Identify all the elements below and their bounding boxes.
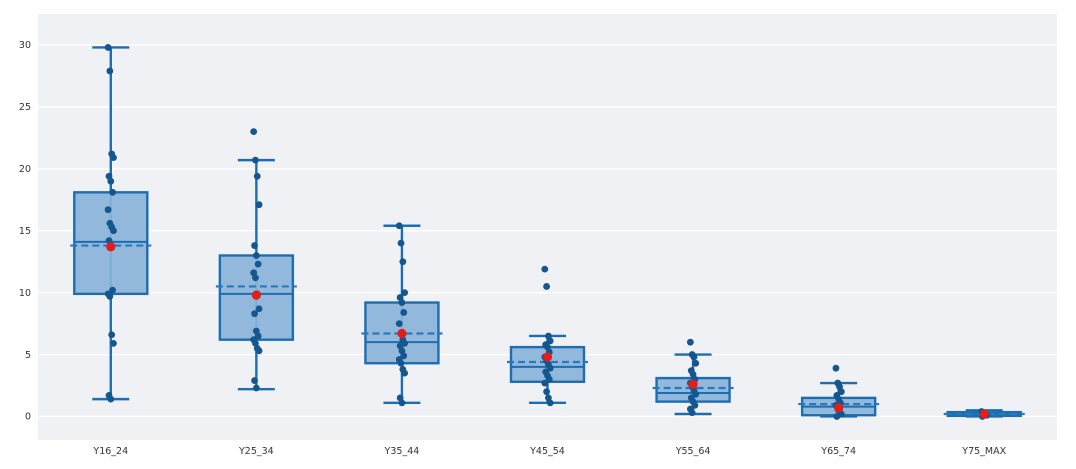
x-axis-category-label: Y65_74 xyxy=(820,446,856,457)
red-mean-dot xyxy=(834,403,844,413)
strip-point xyxy=(252,274,259,282)
strip-point xyxy=(395,222,403,230)
strip-point xyxy=(399,258,407,266)
strip-point xyxy=(686,338,694,346)
red-mean-dot xyxy=(106,242,116,252)
strip-point xyxy=(691,401,699,409)
strip-point xyxy=(541,265,549,273)
strip-point xyxy=(110,154,117,162)
strip-point xyxy=(688,409,696,417)
strip-point xyxy=(253,172,261,180)
strip-point xyxy=(250,128,258,136)
strip-point xyxy=(398,399,406,407)
strip-point xyxy=(252,156,259,164)
strip-point xyxy=(252,384,260,392)
red-mean-dot xyxy=(397,328,407,339)
strip-point xyxy=(255,305,263,313)
strip-point xyxy=(690,353,698,361)
strip-point xyxy=(546,399,554,407)
strip-point xyxy=(106,292,114,300)
strip-point xyxy=(251,242,258,249)
strip-point xyxy=(546,337,554,345)
strip-point xyxy=(108,331,116,339)
y-axis-tick-label: 5 xyxy=(25,350,31,361)
strip-point xyxy=(251,310,258,318)
strip-point xyxy=(692,359,700,367)
strip-point xyxy=(109,188,116,196)
y-axis-tick-label: 0 xyxy=(25,412,31,423)
strip-point xyxy=(546,364,554,372)
strip-point xyxy=(255,201,263,209)
strip-point xyxy=(400,309,408,316)
red-mean-dot xyxy=(251,290,261,300)
x-axis-category-label: Y75_MAX xyxy=(961,446,1006,457)
x-axis-category-label: Y35_44 xyxy=(384,446,420,457)
strip-point xyxy=(833,413,841,420)
y-axis-tick-label: 10 xyxy=(19,288,31,299)
strip-point xyxy=(543,388,550,396)
x-axis-category-label: Y25_34 xyxy=(238,446,274,457)
strip-point xyxy=(541,379,549,387)
strip-point xyxy=(401,369,409,377)
y-axis-tick-label: 30 xyxy=(19,40,31,51)
strip-point xyxy=(109,286,116,294)
x-axis-category-label: Y16_24 xyxy=(92,446,128,457)
strip-point xyxy=(104,44,112,51)
strip-point xyxy=(398,299,406,306)
strip-point xyxy=(395,320,403,327)
strip-point xyxy=(106,67,114,75)
strip-point xyxy=(400,352,408,360)
strip-point xyxy=(107,395,115,403)
strip-point xyxy=(104,206,112,214)
strip-point xyxy=(837,388,845,396)
strip-point xyxy=(401,289,409,297)
strip-point xyxy=(692,390,700,398)
y-axis-tick-label: 25 xyxy=(19,102,31,113)
red-mean-dot xyxy=(688,379,698,389)
strip-point xyxy=(397,239,405,247)
strip-point xyxy=(832,364,840,372)
red-mean-dot xyxy=(542,352,553,362)
y-axis-tick-label: 15 xyxy=(19,226,31,237)
y-axis-tick-label: 20 xyxy=(19,164,31,175)
strip-point xyxy=(255,347,263,355)
strip-point xyxy=(545,375,553,383)
strip-point xyxy=(543,283,550,290)
x-axis-category-label: Y45_54 xyxy=(529,446,565,457)
strip-point xyxy=(110,227,117,235)
red-mean-dot xyxy=(979,409,989,419)
strip-point xyxy=(252,252,260,259)
strip-point xyxy=(397,359,405,367)
strip-point xyxy=(251,377,258,384)
strip-point xyxy=(254,260,262,268)
strip-point xyxy=(107,177,115,185)
strip-point xyxy=(254,332,262,340)
strip-point xyxy=(110,340,117,347)
x-axis-category-label: Y55_64 xyxy=(675,446,711,457)
